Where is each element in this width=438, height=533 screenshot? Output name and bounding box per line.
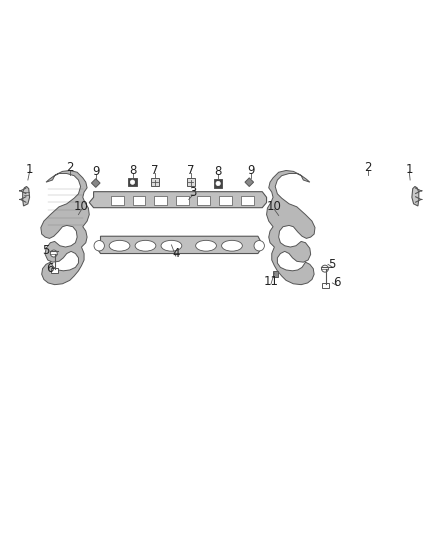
Bar (133, 196, 145, 205)
Bar (187, 178, 195, 187)
Text: 5: 5 (328, 258, 336, 271)
Bar (214, 179, 223, 188)
Ellipse shape (135, 240, 156, 251)
Bar (198, 196, 210, 205)
Polygon shape (97, 236, 261, 254)
Text: 2: 2 (66, 161, 74, 174)
Circle shape (50, 250, 57, 257)
Bar (240, 196, 254, 205)
Text: 2: 2 (364, 161, 372, 174)
Circle shape (254, 240, 265, 251)
Ellipse shape (109, 240, 130, 251)
Circle shape (131, 180, 134, 184)
Polygon shape (267, 171, 315, 285)
Bar (151, 178, 159, 187)
Circle shape (321, 265, 328, 272)
Text: 6: 6 (333, 277, 341, 289)
Polygon shape (41, 171, 89, 285)
Text: 7: 7 (187, 164, 194, 177)
Circle shape (216, 181, 220, 185)
Polygon shape (89, 192, 267, 208)
Polygon shape (245, 178, 254, 187)
Bar (51, 268, 58, 273)
Text: 9: 9 (92, 165, 99, 178)
Bar (219, 196, 232, 205)
Text: 8: 8 (129, 164, 136, 177)
Text: 8: 8 (215, 165, 222, 178)
Bar (154, 196, 167, 205)
Polygon shape (23, 187, 30, 206)
Polygon shape (273, 271, 278, 277)
Text: 7: 7 (151, 164, 159, 177)
Circle shape (94, 240, 104, 251)
Ellipse shape (161, 240, 182, 251)
Ellipse shape (222, 240, 242, 251)
Polygon shape (92, 179, 100, 188)
Text: 10: 10 (267, 200, 282, 213)
Ellipse shape (196, 240, 216, 251)
Polygon shape (412, 187, 419, 206)
Text: 5: 5 (42, 244, 49, 256)
Text: 1: 1 (406, 163, 413, 176)
Bar (322, 283, 329, 288)
Text: 3: 3 (189, 185, 197, 199)
Text: 10: 10 (74, 200, 89, 213)
Text: 1: 1 (26, 163, 33, 176)
Bar (111, 196, 124, 205)
Text: 9: 9 (247, 164, 255, 177)
Bar (128, 178, 137, 187)
Text: 4: 4 (172, 247, 180, 260)
Bar (176, 196, 189, 205)
Text: 11: 11 (263, 275, 279, 288)
Text: 6: 6 (46, 262, 54, 274)
